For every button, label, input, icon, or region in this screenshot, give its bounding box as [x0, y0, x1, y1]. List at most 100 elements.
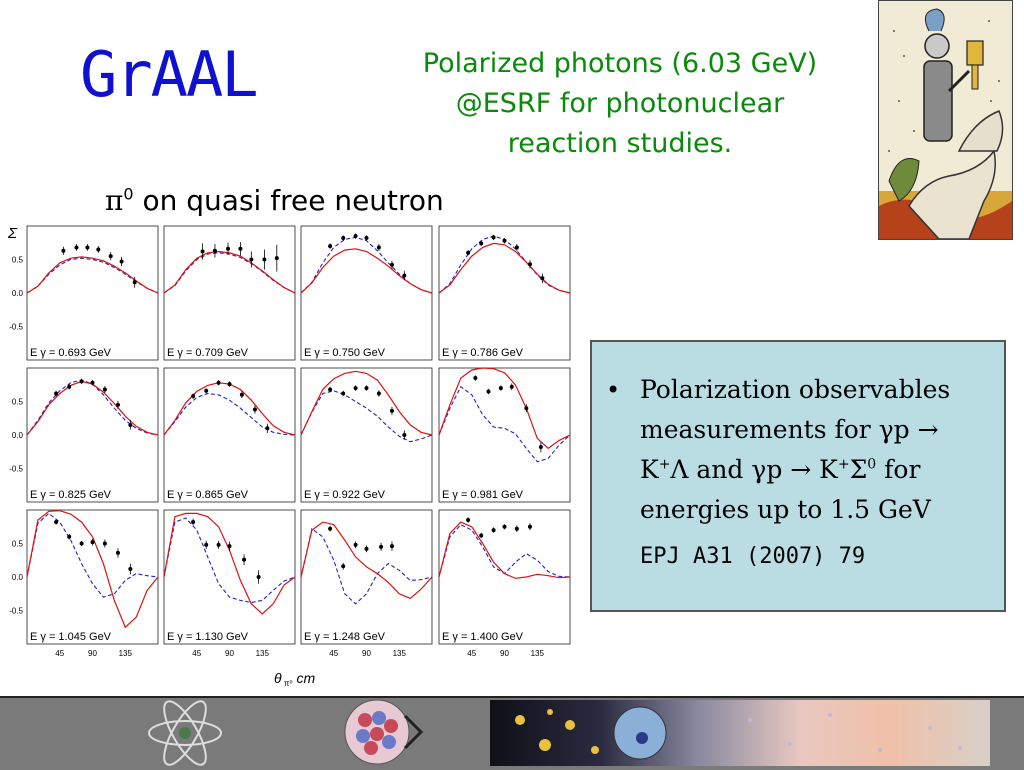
data-point: [191, 520, 196, 525]
data-point: [364, 546, 369, 551]
subtitle-line: Polarized photons (6.03 GeV): [422, 48, 818, 79]
bullet-part: Σ: [849, 455, 868, 484]
y-axis-label: Σ: [7, 225, 18, 242]
panel-frame: [438, 225, 571, 361]
data-point: [486, 389, 491, 394]
panel-energy-label: E γ = 1.248 GeV: [304, 631, 386, 643]
panel-energy-label: E γ = 1.400 GeV: [442, 631, 524, 643]
data-point: [108, 254, 113, 259]
bullet-part: Polarization observables measurements fo…: [640, 375, 951, 444]
data-point: [328, 387, 333, 392]
data-point: [67, 534, 72, 539]
y-tick-label: 0.0: [12, 431, 24, 440]
y-tick-label: 0.5: [12, 256, 24, 265]
panel-energy-label: E γ = 0.709 GeV: [167, 347, 249, 359]
data-point: [402, 433, 407, 437]
slide-title: GrAAL: [80, 38, 259, 111]
dashed-model-curve: [300, 390, 433, 443]
panel-frame: [438, 509, 571, 645]
chart-heading-text: on quasi free neutron: [133, 184, 444, 217]
data-point: [262, 257, 267, 262]
panel-frame: [163, 367, 296, 503]
data-point: [67, 384, 72, 389]
data-point: [238, 246, 243, 251]
data-point: [328, 244, 333, 249]
solid-model-curve: [26, 510, 159, 629]
data-point: [364, 386, 369, 391]
data-point: [102, 387, 107, 392]
data-point: [466, 250, 471, 255]
y-tick-label: -0.5: [9, 607, 23, 616]
panel-energy-label: E γ = 0.825 GeV: [30, 489, 112, 501]
data-point: [102, 541, 107, 546]
data-point: [90, 540, 95, 545]
y-tick-label: -0.5: [9, 465, 23, 474]
data-point: [204, 542, 209, 547]
data-point: [227, 382, 232, 387]
data-point: [514, 245, 519, 250]
x-tick-label: 90: [225, 649, 234, 658]
pi-superscript: 0: [123, 184, 134, 204]
panel-frame: [438, 367, 571, 503]
solid-model-curve: [438, 521, 571, 579]
data-point: [74, 245, 79, 250]
data-point: [256, 575, 261, 579]
data-point: [212, 248, 217, 253]
x-tick-label: 90: [88, 649, 97, 658]
superscript: 0: [867, 456, 877, 473]
data-point: [54, 391, 59, 396]
data-point: [328, 526, 333, 531]
panel-frame: [300, 225, 433, 361]
data-point: [502, 524, 507, 529]
data-point: [226, 246, 231, 251]
dashed-model-curve: [163, 392, 296, 436]
panel-frame: [26, 225, 159, 361]
x-tick-label: 135: [119, 649, 133, 658]
data-point: [527, 262, 532, 267]
superscript: +: [658, 456, 671, 473]
x-tick-label: 45: [192, 649, 201, 658]
data-point: [200, 249, 205, 254]
panel-frame: [26, 367, 159, 503]
arrow-symbol: →: [790, 455, 812, 484]
panel-energy-label: E γ = 0.750 GeV: [304, 347, 386, 359]
data-point: [353, 234, 358, 239]
data-point: [128, 422, 133, 427]
dashed-model-curve: [438, 385, 571, 463]
data-point: [402, 273, 407, 278]
panel-energy-label: E γ = 0.922 GeV: [304, 489, 386, 501]
data-point: [502, 238, 507, 243]
panel-energy-label: E γ = 1.130 GeV: [167, 631, 249, 643]
x-tick-label: 135: [531, 649, 545, 658]
data-point: [514, 526, 519, 531]
data-point: [540, 276, 545, 281]
bullet-part: K: [640, 455, 659, 484]
data-point: [341, 236, 346, 241]
panel-frame: [300, 509, 433, 645]
data-point: [524, 406, 529, 411]
bullet-part: for energies up to 1.5 GeV: [640, 455, 931, 524]
chart: E γ = 0.693 GeV 0.5 0.0 -0.5 E γ = 0.709 GeV…: [7, 225, 571, 688]
y-tick-label: 0.5: [12, 398, 24, 407]
x-tick-label: 90: [362, 649, 371, 658]
data-point: [265, 426, 270, 431]
data-point: [376, 391, 381, 396]
x-tick-label: 45: [467, 649, 476, 658]
data-point: [341, 391, 346, 396]
reference: EPJ A31 (2007) 79: [640, 544, 866, 569]
pi-symbol: π: [105, 184, 124, 217]
data-point: [96, 247, 101, 252]
data-point: [498, 386, 503, 391]
data-point: [128, 566, 133, 571]
panel-energy-label: E γ = 0.693 GeV: [30, 347, 112, 359]
info-box: • Polarization observables measurements …: [590, 340, 1006, 612]
dashed-model-curve: [163, 517, 296, 604]
data-point: [379, 544, 384, 549]
data-point: [341, 564, 346, 569]
data-point: [191, 394, 196, 399]
data-point: [132, 280, 137, 285]
solid-model-curve: [300, 248, 433, 294]
data-point: [376, 245, 381, 250]
data-point: [227, 544, 232, 549]
panel-frame: [26, 509, 159, 645]
